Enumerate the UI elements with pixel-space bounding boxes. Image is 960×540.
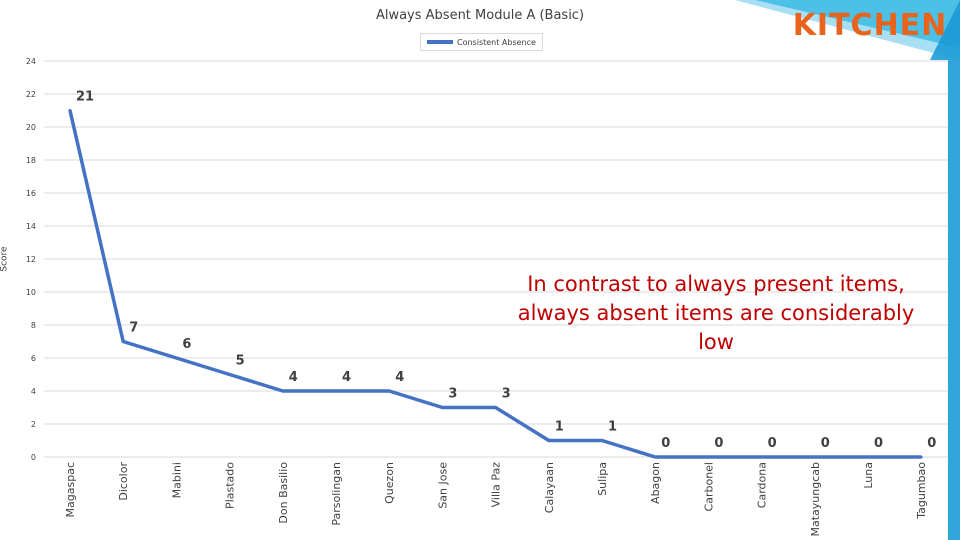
data-point bbox=[68, 109, 72, 112]
data-label: 0 bbox=[661, 436, 670, 451]
y-tick-label: 0 bbox=[31, 453, 36, 462]
data-point bbox=[706, 455, 710, 459]
data-point bbox=[600, 439, 604, 442]
data-label: 6 bbox=[182, 337, 191, 352]
x-tick-label: Tagumbao bbox=[915, 462, 928, 520]
data-label: 4 bbox=[342, 370, 351, 385]
x-tick-label: Plastado bbox=[224, 462, 237, 509]
y-tick-label: 4 bbox=[31, 387, 36, 396]
data-label: 3 bbox=[502, 387, 511, 402]
data-label: 0 bbox=[768, 436, 777, 451]
legend-label: Consistent Absence bbox=[457, 37, 536, 47]
y-tick-label: 14 bbox=[26, 222, 36, 231]
x-tick-label: Carbonel bbox=[702, 462, 715, 511]
x-tick-label: Parsolingan bbox=[330, 462, 343, 526]
x-tick-label: Quezon bbox=[383, 462, 396, 504]
y-tick-label: 8 bbox=[31, 321, 36, 330]
data-point bbox=[121, 340, 125, 343]
x-tick-label: Cardona bbox=[756, 462, 769, 508]
x-tick-label: Magaspac bbox=[64, 462, 77, 517]
data-point bbox=[228, 373, 232, 376]
data-point bbox=[813, 455, 817, 459]
y-tick-label: 6 bbox=[31, 354, 36, 363]
x-tick-label: Calayaan bbox=[543, 462, 556, 513]
data-label: 0 bbox=[821, 436, 830, 451]
chart-annotation: In contrast to always present items, alw… bbox=[517, 272, 915, 354]
y-tick-label: 12 bbox=[26, 255, 36, 264]
y-tick-label: 2 bbox=[31, 420, 36, 429]
x-tick-label: Luna bbox=[862, 462, 875, 489]
data-point bbox=[440, 406, 444, 409]
data-point bbox=[334, 389, 338, 393]
data-point bbox=[919, 455, 923, 459]
data-label: 4 bbox=[289, 370, 298, 385]
x-tick-label: San Jose bbox=[436, 462, 449, 509]
data-label: 4 bbox=[395, 370, 404, 385]
data-label: 3 bbox=[448, 387, 457, 402]
y-tick-label: 16 bbox=[26, 189, 36, 198]
chart-legend: Consistent Absence bbox=[420, 33, 543, 51]
y-tick-label: 24 bbox=[26, 57, 36, 66]
data-point bbox=[547, 439, 551, 442]
x-tick-label: Abagon bbox=[649, 462, 662, 504]
y-tick-label: 18 bbox=[26, 156, 36, 165]
data-point bbox=[866, 455, 870, 459]
x-tick-label: Mabini bbox=[170, 462, 183, 498]
data-label: 21 bbox=[76, 90, 94, 105]
data-label: 0 bbox=[874, 436, 883, 451]
y-tick-label: 22 bbox=[26, 90, 36, 99]
data-point bbox=[494, 406, 498, 409]
data-point bbox=[653, 455, 657, 459]
x-tick-label: Sulipa bbox=[596, 462, 609, 496]
x-tick-label: Dicolor bbox=[117, 462, 130, 501]
chart-title: Always Absent Module A (Basic) bbox=[375, 8, 585, 23]
data-label: 0 bbox=[927, 436, 936, 451]
kitchen-badge: KITCHEN bbox=[792, 8, 948, 43]
y-tick-label: 10 bbox=[26, 288, 36, 297]
x-tick-label: Don Basilio bbox=[277, 462, 290, 524]
x-tick-label: Villa Paz bbox=[490, 462, 503, 508]
y-tick-label: 20 bbox=[26, 123, 36, 132]
data-point bbox=[387, 389, 391, 393]
data-label: 7 bbox=[129, 321, 138, 336]
data-point bbox=[281, 389, 285, 393]
x-tick-label: Matayungcab bbox=[809, 462, 822, 537]
data-point bbox=[760, 455, 764, 459]
data-point bbox=[174, 356, 178, 360]
legend-swatch bbox=[427, 40, 453, 44]
data-label: 1 bbox=[608, 420, 617, 435]
data-label: 0 bbox=[714, 436, 723, 451]
data-label: 5 bbox=[236, 354, 245, 369]
data-label: 1 bbox=[555, 420, 564, 435]
